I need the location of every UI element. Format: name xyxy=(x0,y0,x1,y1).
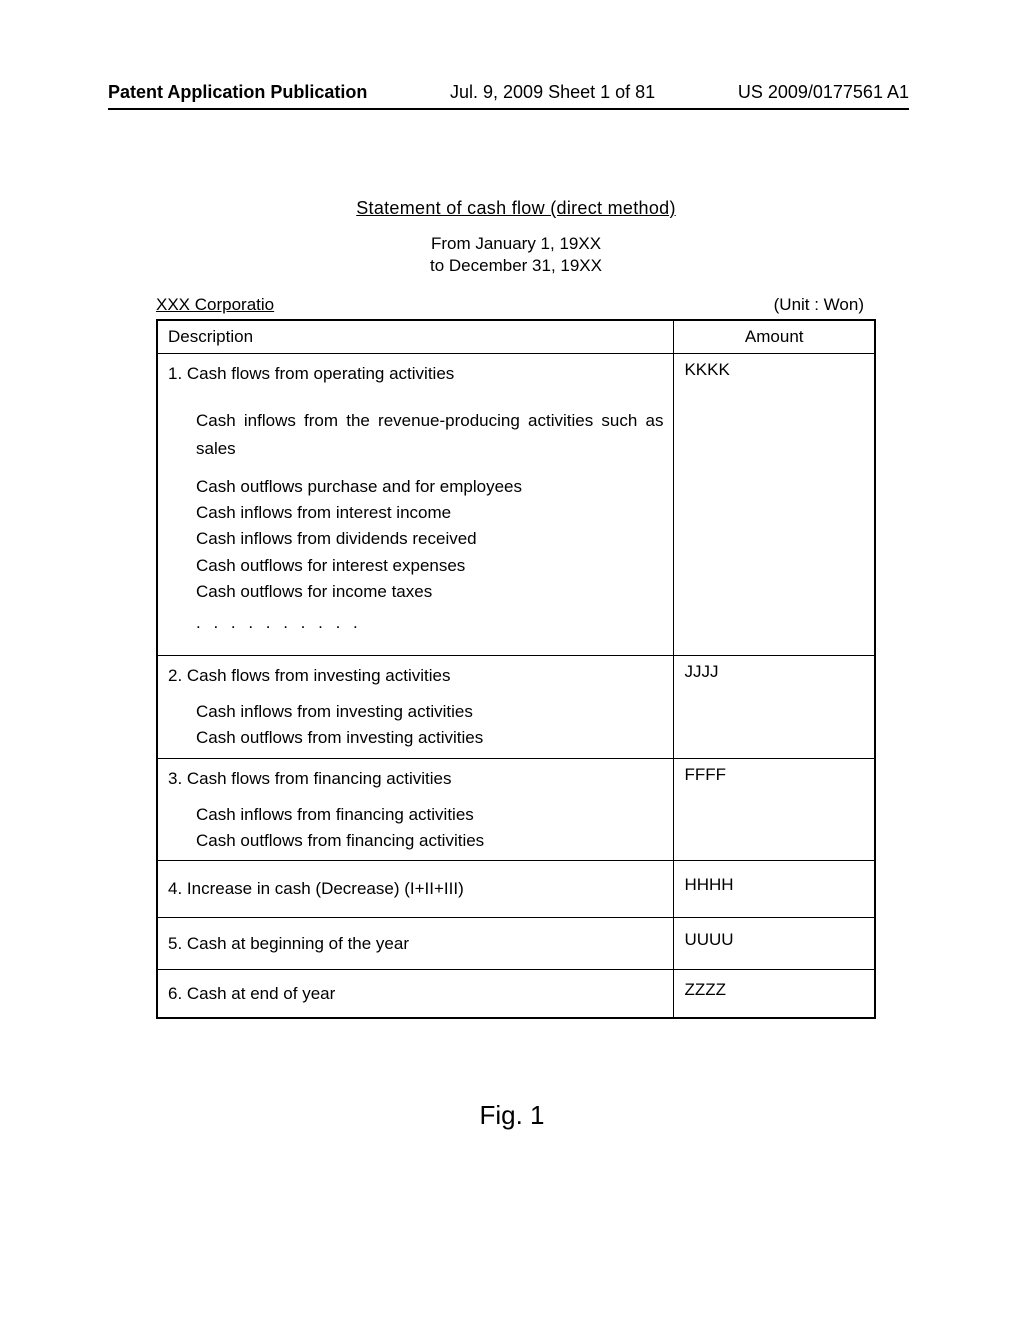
currency-unit: (Unit : Won) xyxy=(774,295,864,315)
document-title: Statement of cash flow (direct method) xyxy=(156,198,876,219)
desc-cell: 5. Cash at beginning of the year xyxy=(157,917,674,969)
sub-item: Cash inflows from investing activities xyxy=(196,699,663,725)
sub-item: Cash outflows purchase and for employees xyxy=(196,474,663,500)
company-name: XXX Corporatio xyxy=(156,295,274,315)
row-indent-text: Cash inflows from the revenue-producing … xyxy=(196,407,663,461)
col-description: Description xyxy=(157,320,674,354)
desc-cell: 4. Increase in cash (Decrease) (I+II+III… xyxy=(157,861,674,917)
row-main: 2. Cash flows from investing activities xyxy=(168,662,663,689)
sub-item: Cash outflows from financing activities xyxy=(196,828,663,854)
table-row: 2. Cash flows from investing activities … xyxy=(157,655,875,758)
row-dots: . . . . . . . . . . xyxy=(196,609,663,636)
desc-cell: 3. Cash flows from financing activities … xyxy=(157,758,674,861)
page-header: Patent Application Publication Jul. 9, 2… xyxy=(0,82,1024,103)
period-from: From January 1, 19XX xyxy=(431,234,601,253)
amount-cell: UUUU xyxy=(674,917,875,969)
period-to: to December 31, 19XX xyxy=(430,256,602,275)
document-content: Statement of cash flow (direct method) F… xyxy=(156,198,876,1019)
amount-cell: HHHH xyxy=(674,861,875,917)
header-rule xyxy=(108,108,909,110)
desc-cell: 6. Cash at end of year xyxy=(157,969,674,1018)
amount-cell: KKKK xyxy=(674,354,875,655)
row-main: 1. Cash flows from operating activities xyxy=(168,360,663,387)
publication-date-sheet: Jul. 9, 2009 Sheet 1 of 81 xyxy=(450,82,655,103)
table-row: 6. Cash at end of year ZZZZ xyxy=(157,969,875,1018)
row-main: 3. Cash flows from financing activities xyxy=(168,765,663,792)
amount-cell: FFFF xyxy=(674,758,875,861)
table-header-row: Description Amount xyxy=(157,320,875,354)
table-row: 5. Cash at beginning of the year UUUU xyxy=(157,917,875,969)
sub-item: Cash inflows from dividends received xyxy=(196,526,663,552)
amount-cell: JJJJ xyxy=(674,655,875,758)
sub-item: Cash outflows for interest expenses xyxy=(196,553,663,579)
amount-cell: ZZZZ xyxy=(674,969,875,1018)
row-sub-list: Cash inflows from investing activities C… xyxy=(196,699,663,752)
row-main: 6. Cash at end of year xyxy=(168,980,663,1007)
table-row: 3. Cash flows from financing activities … xyxy=(157,758,875,861)
meta-row: XXX Corporatio (Unit : Won) xyxy=(156,295,876,315)
cash-flow-table: Description Amount 1. Cash flows from op… xyxy=(156,319,876,1019)
row-main: 5. Cash at beginning of the year xyxy=(168,930,663,957)
publication-type: Patent Application Publication xyxy=(108,82,367,103)
sub-item: Cash inflows from financing activities xyxy=(196,802,663,828)
table-row: 4. Increase in cash (Decrease) (I+II+III… xyxy=(157,861,875,917)
publication-number: US 2009/0177561 A1 xyxy=(738,82,909,103)
desc-cell: 2. Cash flows from investing activities … xyxy=(157,655,674,758)
row-sub-list: Cash inflows from financing activities C… xyxy=(196,802,663,855)
sub-item: Cash outflows from investing activities xyxy=(196,725,663,751)
desc-cell: 1. Cash flows from operating activities … xyxy=(157,354,674,655)
sub-item: Cash outflows for income taxes xyxy=(196,579,663,605)
table-row: 1. Cash flows from operating activities … xyxy=(157,354,875,655)
row-sub-list: Cash outflows purchase and for employees… xyxy=(196,474,663,606)
figure-label: Fig. 1 xyxy=(0,1100,1024,1131)
col-amount: Amount xyxy=(674,320,875,354)
row-main: 4. Increase in cash (Decrease) (I+II+III… xyxy=(168,875,663,902)
sub-item: Cash inflows from interest income xyxy=(196,500,663,526)
reporting-period: From January 1, 19XX to December 31, 19X… xyxy=(156,233,876,277)
